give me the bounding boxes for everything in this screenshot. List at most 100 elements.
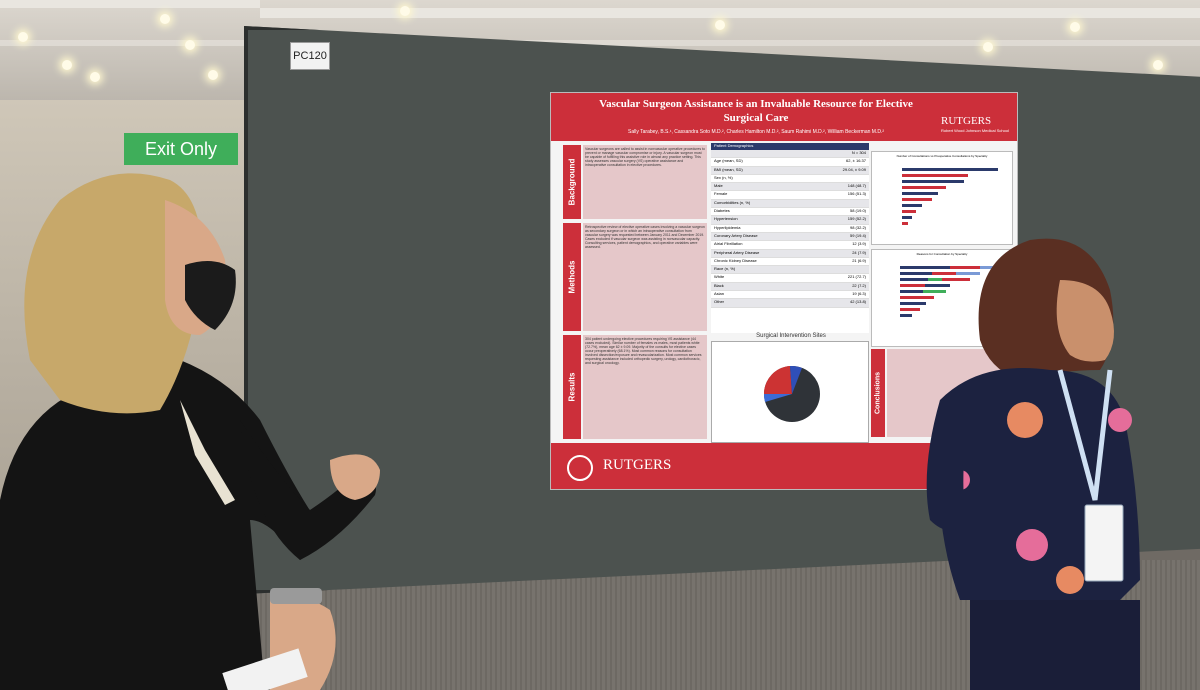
- results-text: 304 patient undergoing elective procedur…: [583, 335, 707, 439]
- table-row: Peripheral Artery Disease 24 (7.9): [711, 249, 869, 258]
- ceiling-light: [160, 14, 170, 24]
- table-cell-value: 148 (48.7): [847, 183, 866, 189]
- table-cell-value: 159 (52.2): [847, 216, 866, 222]
- exit-sign: Exit Only: [124, 133, 238, 165]
- table-cell-value: N = 304: [851, 150, 866, 155]
- rutgers-seal-icon: [567, 455, 593, 481]
- flower-pattern: [1007, 402, 1043, 438]
- pie-chart: [711, 341, 869, 443]
- table-body: N = 304 Age (mean, SD) 62, ± 16.37 BMI (mea…: [711, 150, 869, 308]
- table-row: Comorbidities (n, %): [711, 199, 869, 209]
- ceiling-light: [208, 70, 218, 80]
- scarf: [180, 400, 235, 505]
- table-cell-label: Chronic Kidney Disease: [714, 257, 757, 263]
- ceiling-light: [185, 40, 195, 50]
- arm: [240, 420, 376, 560]
- table-cell-value: 58 (19.0): [849, 208, 866, 214]
- flower-pattern: [1056, 566, 1084, 594]
- poster-title: Vascular Surgeon Assistance is an Invalu…: [599, 98, 913, 124]
- section-label: Background: [567, 158, 577, 206]
- section-tab-methods: Methods: [563, 223, 581, 331]
- table-cell-label: Sex (n, %): [714, 174, 733, 180]
- name-badge: [1084, 504, 1124, 582]
- section-tab-results: Results: [563, 335, 581, 439]
- ceiling-light: [983, 42, 993, 52]
- research-poster: Vascular Surgeon Assistance is an Invalu…: [550, 92, 1018, 490]
- pie-chart-title: Surgical Intervention Sites: [756, 333, 826, 339]
- chart-bar: [900, 302, 926, 305]
- pie-slice-small: [763, 394, 792, 402]
- hair: [24, 173, 203, 414]
- table-cell-value: 62, ± 16.37: [846, 158, 866, 164]
- table-cell-label: Coronary Artery Disease: [714, 232, 758, 238]
- table-cell-value: 98 (32.2): [849, 224, 866, 230]
- chart-bar: [902, 198, 932, 201]
- chart-title: Number of Consultations vs Preoperative …: [896, 154, 988, 158]
- table-row: BMI (mean, SD) 29.04, ± 9.09: [711, 166, 869, 175]
- section-label: Methods: [567, 260, 577, 294]
- table-row: Coronary Artery Disease 59 (19.4): [711, 232, 869, 242]
- chart-bar: [902, 180, 964, 183]
- flower-pattern: [1108, 408, 1132, 432]
- table-cell-label: Other: [714, 299, 725, 305]
- chart-bar: [900, 278, 970, 281]
- arm: [926, 400, 970, 530]
- methods-text: Retrospective review of elective operati…: [583, 223, 707, 331]
- table-row: Chronic Kidney Disease 21 (6.9): [711, 257, 869, 267]
- ceiling-beam: [0, 40, 1200, 46]
- board-tag: PC120: [290, 42, 330, 70]
- chart-bar: [902, 192, 938, 195]
- chart-bar: [902, 216, 912, 219]
- wristwatch: [270, 588, 322, 604]
- ceiling-beam: [260, 8, 1200, 18]
- chart-bar: [900, 266, 1000, 269]
- table-cell-value: 22 (7.2): [852, 282, 866, 288]
- table-cell-value: 42 (13.8): [849, 299, 866, 305]
- ceiling-light: [18, 32, 28, 42]
- background-text: Vascular surgeons are called to assist i…: [583, 145, 707, 219]
- table-cell-label: Comorbidities (n, %): [714, 199, 751, 205]
- hand: [330, 454, 380, 500]
- ceiling-beam: [0, 0, 260, 8]
- chart-bar: [900, 314, 912, 317]
- table-cell-label: Male: [714, 183, 723, 189]
- table-row: Age (mean, SD) 62, ± 16.37: [711, 158, 869, 167]
- paper-in-hand: [222, 648, 308, 690]
- footer-logo: RUTGERS: [603, 457, 672, 473]
- poster-authors: Sally Tarabey, B.S.¹, Cassandra Soto M.D…: [628, 129, 884, 135]
- table-cell-value: 29.04, ± 9.09: [842, 166, 866, 172]
- chart-bar: [900, 290, 946, 293]
- flower-pattern: [1016, 529, 1048, 561]
- face-mask: [185, 261, 236, 330]
- face: [1056, 280, 1114, 362]
- table-row: Race (n, %): [711, 266, 869, 275]
- pie-slice-red: [763, 366, 792, 394]
- table-cell-label: Hypertension: [714, 216, 738, 222]
- table-cell-label: Hyperlipidemia: [714, 224, 741, 230]
- table-row: Sex (n, %): [711, 174, 869, 184]
- pants: [970, 600, 1140, 690]
- chart-bar: [900, 296, 934, 299]
- table-cell-label: Female: [714, 191, 728, 197]
- chart-title: Reasons for Consultation by Specialty: [916, 252, 968, 256]
- table-row: Asian 19 (6.3): [711, 291, 869, 300]
- pie-chart-svg: [763, 365, 820, 422]
- ceiling-light: [1153, 60, 1163, 70]
- demographics-table: Patient Demographics N = 304 Age (mean, S…: [711, 143, 869, 333]
- section-label: Results: [567, 372, 577, 402]
- ceiling-light: [62, 60, 72, 70]
- table-cell-value: 24 (7.9): [852, 249, 866, 255]
- table-cell-value: 12 (3.9): [852, 241, 866, 247]
- table-row: Diabetes 58 (19.0): [711, 208, 869, 217]
- ceiling-light: [400, 6, 410, 16]
- rutgers-logo: RUTGERS: [941, 115, 992, 127]
- table-cell-label: Atrial Fibrillation: [714, 241, 743, 247]
- chart-bar: [902, 186, 946, 189]
- chart-bar: [902, 210, 916, 213]
- table-cell-label: Diabetes: [714, 208, 730, 214]
- consultation-chart: Number of Consultations vs Preoperative …: [871, 151, 1013, 245]
- table-cell-value: 221 (72.7): [847, 274, 866, 280]
- ceiling-light: [1070, 22, 1080, 32]
- table-row: Hyperlipidemia 98 (32.2): [711, 225, 869, 233]
